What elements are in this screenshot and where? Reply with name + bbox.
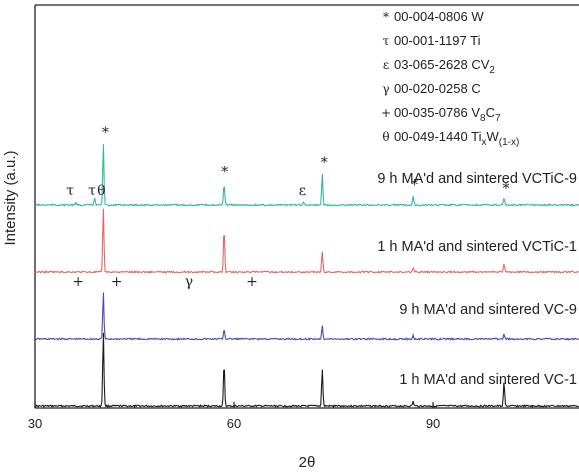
legend-text-part: 00-035-0786 — [394, 105, 468, 120]
legend-subscript: (1-x) — [499, 137, 520, 148]
legend-text-part: 00-004-0806 — [394, 9, 468, 24]
legend-symbol: ε — [383, 58, 389, 72]
y-axis-title: Intensity (a.u.) — [2, 150, 19, 245]
phase-legend: * 00-004-0806 Wτ 00-001-1197 Tiε 03-065-262… — [381, 9, 519, 148]
x-tick-label: 90 — [426, 416, 440, 431]
peak-annotations: **** *τ τ θ ε+ + γ + — [66, 125, 509, 290]
x-tick-label: 30 — [28, 416, 42, 431]
legend-entry: 00-049-1440 TixW(1-x) — [394, 129, 519, 148]
legend-text-part: 03-065-2628 — [394, 57, 468, 72]
legend-entry: 03-065-2628 CV2 — [394, 57, 495, 76]
legend-text-part: 00-049-1440 — [394, 129, 468, 144]
peak-marker: * — [503, 181, 510, 197]
legend-symbol: θ — [382, 130, 389, 144]
peak-marker: * — [221, 165, 228, 181]
peak-marker: * — [321, 155, 328, 171]
legend-subscript: 7 — [495, 113, 501, 124]
trace-2 — [34, 292, 579, 341]
legend-symbol: * — [383, 10, 389, 24]
legend-symbol: + — [381, 106, 391, 120]
legend-text-part: C — [471, 81, 480, 96]
peak-marker: τ — [88, 183, 96, 199]
peak-marker: θ — [97, 183, 105, 199]
peak-marker: τ — [66, 183, 74, 199]
x-tick-label: 60 — [227, 416, 241, 431]
trace-label-3: 1 h MA'd and sintered VCTiC-1 — [377, 239, 577, 255]
legend-text-part: C — [486, 105, 495, 120]
legend-text-part: CV — [471, 57, 489, 72]
trace-labels: 1 h MA'd and sintered VC-1 9 h MA'd and s… — [377, 171, 577, 388]
legend-text-part: Ti — [470, 33, 480, 48]
legend-subscript: x — [481, 137, 486, 148]
peak-marker: γ — [185, 274, 193, 290]
peak-marker: + — [246, 274, 258, 290]
peak-marker: * — [102, 125, 109, 141]
peak-marker: * — [411, 178, 418, 194]
peak-marker: + — [111, 274, 123, 290]
trace-1 — [34, 332, 579, 408]
legend-symbol: γ — [382, 82, 389, 96]
legend-entry: 00-001-1197 Ti — [394, 33, 481, 48]
trace-label-2: 9 h MA'd and sintered VC-9 — [399, 302, 577, 318]
trace-label-4: 9 h MA'd and sintered VCTiC-9 — [377, 171, 577, 187]
peak-marker: + — [72, 274, 84, 290]
trace-label-1: 1 h MA'd and sintered VC-1 — [399, 372, 577, 388]
legend-text-part: 00-020-0258 — [394, 81, 468, 96]
trace-3 — [34, 208, 579, 274]
legend-entry: 00-020-0258 C — [394, 81, 481, 96]
legend-entry: 00-004-0806 W — [394, 9, 484, 24]
peak-marker: ε — [299, 183, 306, 199]
x-axis-title: 2θ — [299, 454, 316, 471]
legend-text-part: W — [486, 129, 499, 144]
legend-subscript: 2 — [489, 65, 495, 76]
plot-frame — [34, 4, 579, 409]
trace-4 — [34, 144, 579, 207]
legend-text-part: 00-001-1197 — [394, 33, 467, 48]
legend-entry: 00-035-0786 V8C7 — [394, 105, 501, 124]
diffraction-traces — [34, 144, 579, 408]
legend-text-part: V — [471, 105, 480, 120]
legend-subscript: 8 — [480, 113, 486, 124]
legend-text-part: W — [471, 9, 484, 24]
legend-symbol: τ — [383, 34, 390, 48]
legend-text-part: Ti — [471, 129, 481, 144]
